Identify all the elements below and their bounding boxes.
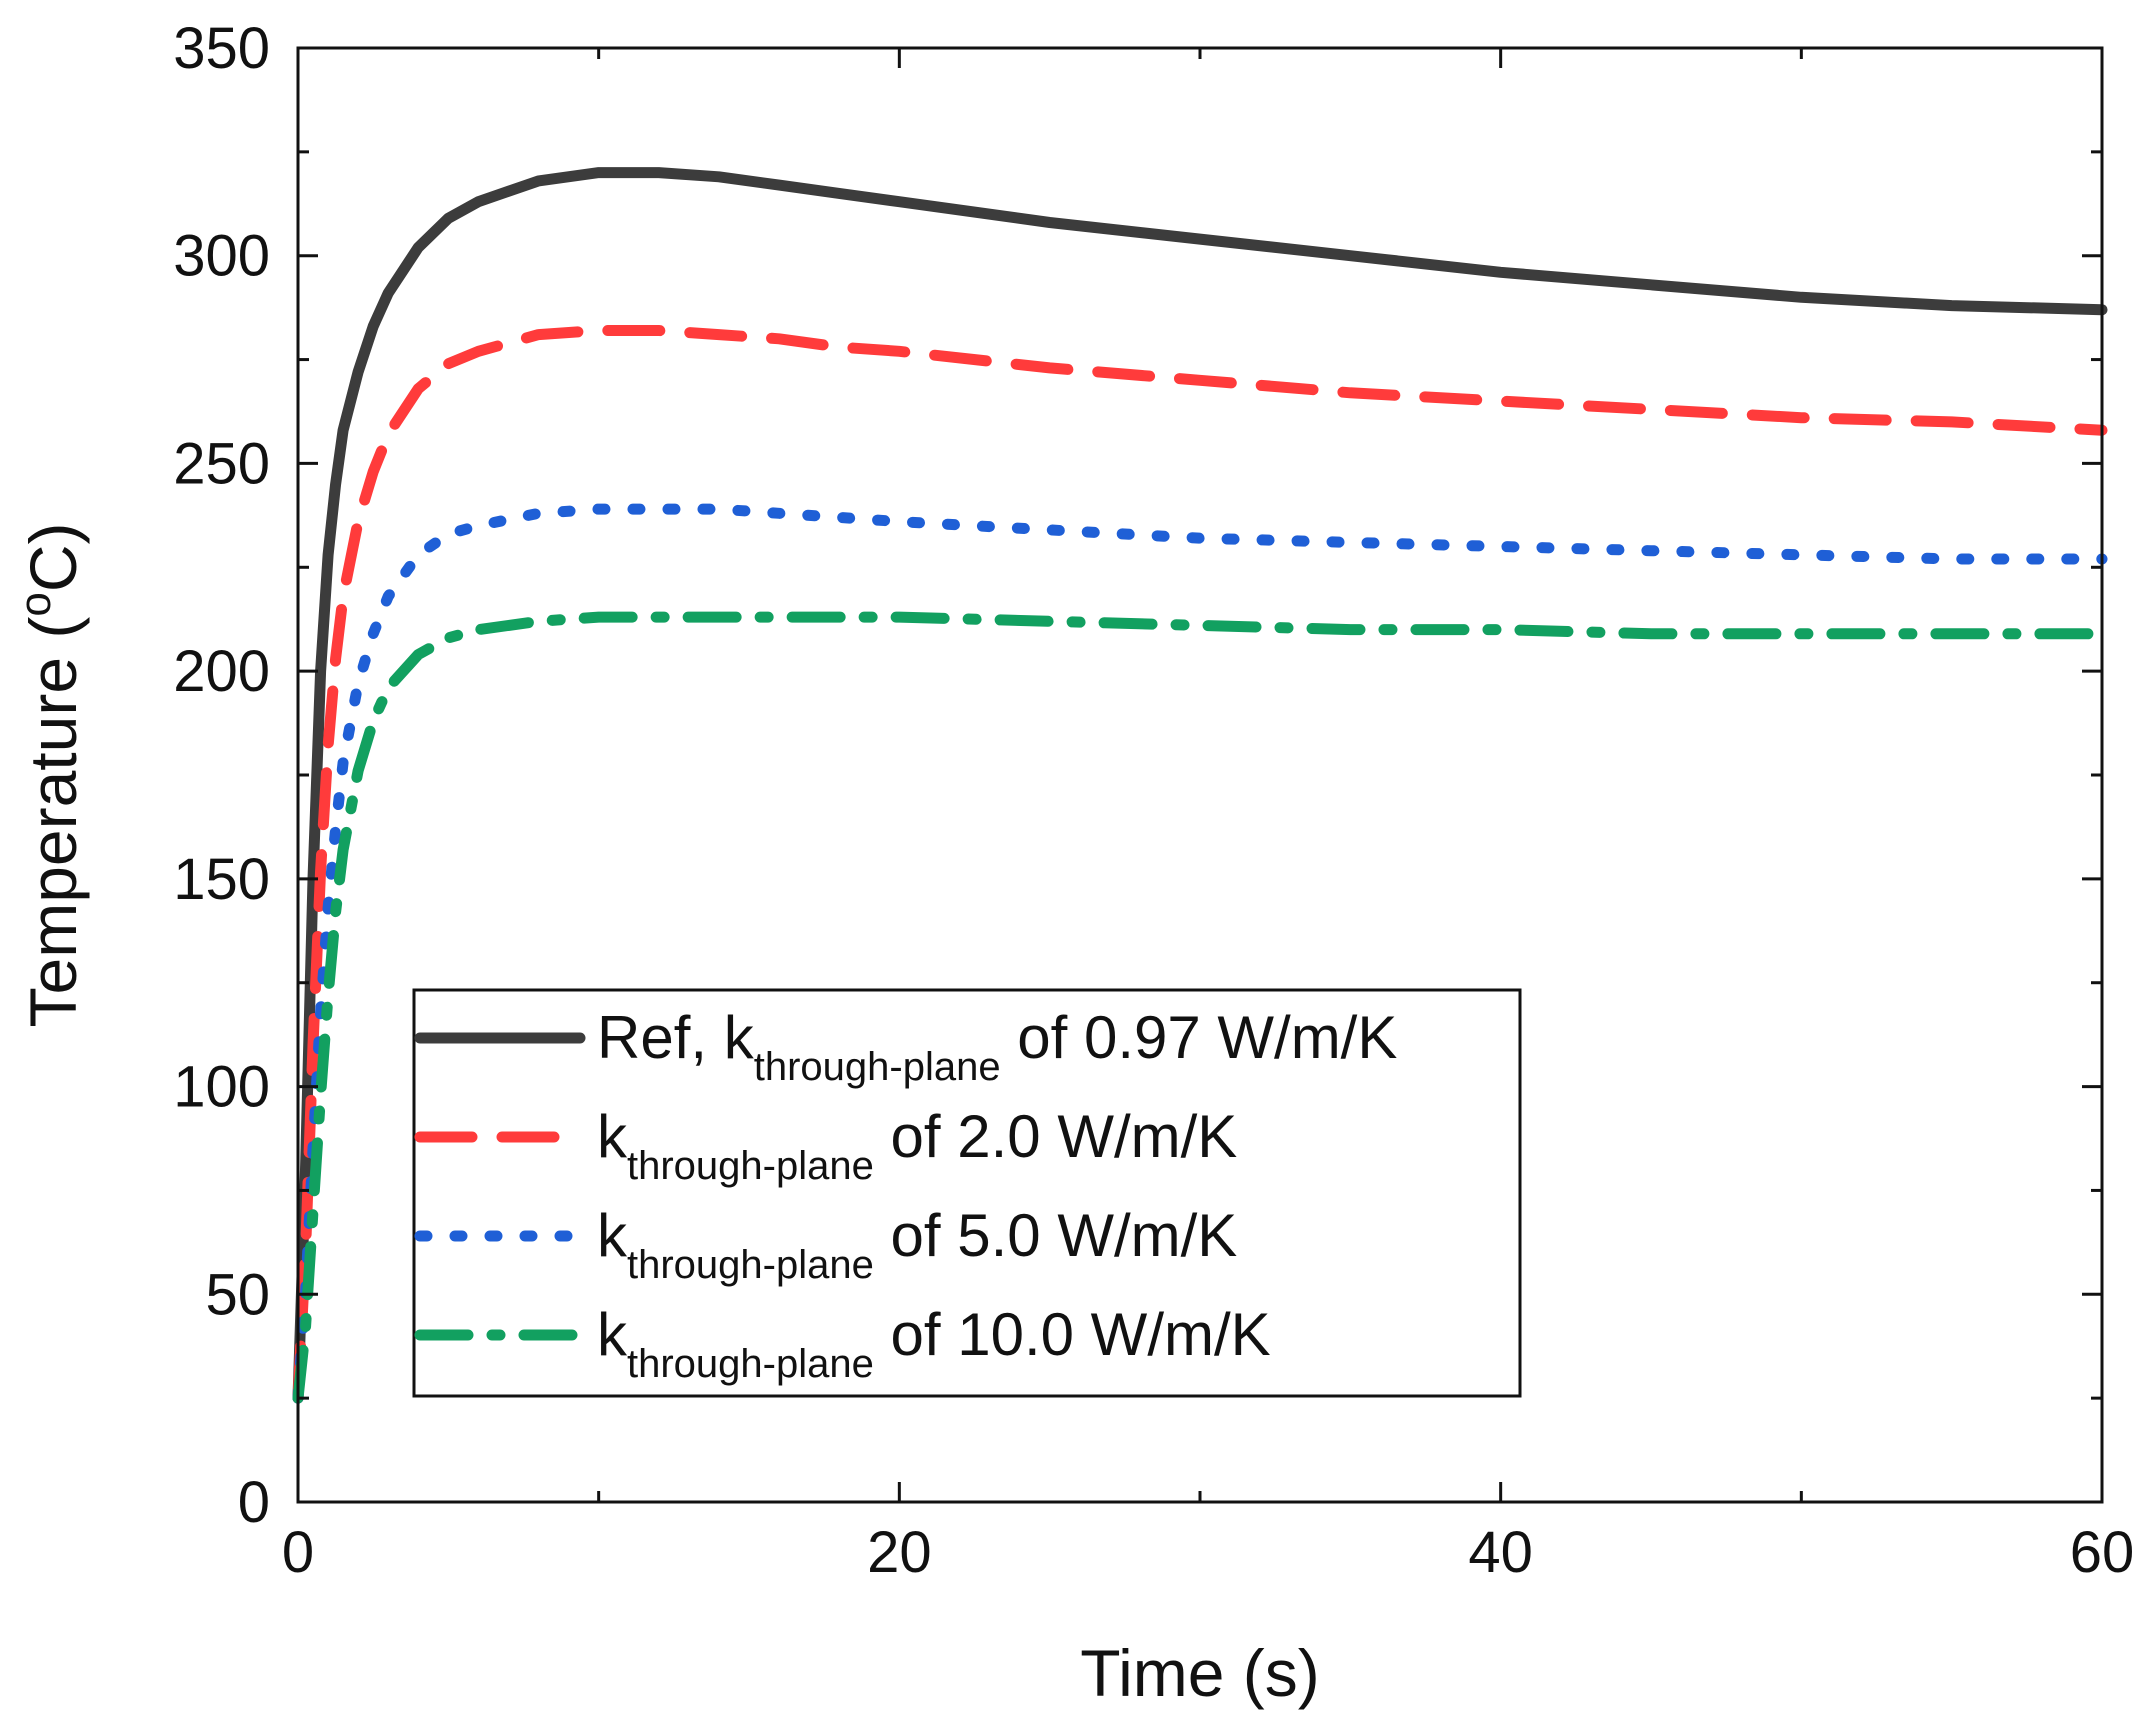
y-axis-title-main: Temperature ( — [16, 617, 90, 1028]
legend-label-suffix: of 10.0 W/m/K — [874, 1301, 1271, 1368]
legend-label-prefix: k — [597, 1202, 628, 1269]
legend-box — [412, 988, 1522, 1398]
y-tick-label: 300 — [173, 224, 270, 289]
y-tick-label: 150 — [173, 847, 270, 912]
x-tick-label: 20 — [867, 1520, 932, 1585]
x-tick-label: 40 — [1468, 1520, 1533, 1585]
legend-label-3: kthrough-plane of 5.0 W/m/K — [597, 1202, 1237, 1287]
legend-label-subscript: through-plane — [627, 1243, 874, 1287]
legend-label-1: Ref, kthrough-plane of 0.97 W/m/K — [597, 1004, 1397, 1089]
y-tick-label: 0 — [238, 1470, 270, 1535]
x-tick-label: 0 — [282, 1520, 314, 1585]
legend-label-prefix: Ref, k — [597, 1004, 755, 1071]
legend-label-prefix: k — [597, 1103, 628, 1170]
series-line-3 — [292, 503, 2108, 1404]
legend-label-4: kthrough-plane of 10.0 W/m/K — [597, 1301, 1271, 1386]
y-tick-label: 200 — [173, 639, 270, 704]
legend-label-suffix: of 0.97 W/m/K — [1001, 1004, 1398, 1071]
legend-label-suffix: of 2.0 W/m/K — [874, 1103, 1237, 1170]
legend-label-subscript: through-plane — [627, 1342, 874, 1386]
legend-label-prefix: k — [597, 1301, 628, 1368]
y-tick-label: 100 — [173, 1055, 270, 1120]
y-axis-title-degree: o — [11, 592, 60, 616]
x-axis-title: Time (s) — [1080, 1636, 1320, 1710]
legend-label-suffix: of 5.0 W/m/K — [874, 1202, 1237, 1269]
axes: 0 20 40 60 0 50 100 150 200 250 300 350 Time (s) Temp… — [11, 16, 2134, 1710]
series-line-4 — [292, 611, 2108, 1404]
y-tick-label: 250 — [173, 431, 270, 496]
legend-label-subscript: through-plane — [754, 1045, 1001, 1089]
legend: Ref, kthrough-plane of 0.97 W/m/Kkthroug… — [412, 988, 1522, 1398]
legend-label-2: kthrough-plane of 2.0 W/m/K — [597, 1103, 1237, 1188]
series-line-2 — [292, 325, 2108, 1404]
series-line-1 — [292, 167, 2108, 1404]
y-axis-title-unit: C) — [16, 523, 90, 593]
plot-area — [292, 167, 2108, 1404]
legend-label-subscript: through-plane — [627, 1144, 874, 1188]
x-tick-label: 60 — [2070, 1520, 2135, 1585]
y-tick-label: 50 — [205, 1262, 270, 1327]
y-tick-label: 350 — [173, 16, 270, 81]
y-axis-title: Temperature (oC) — [11, 523, 90, 1028]
